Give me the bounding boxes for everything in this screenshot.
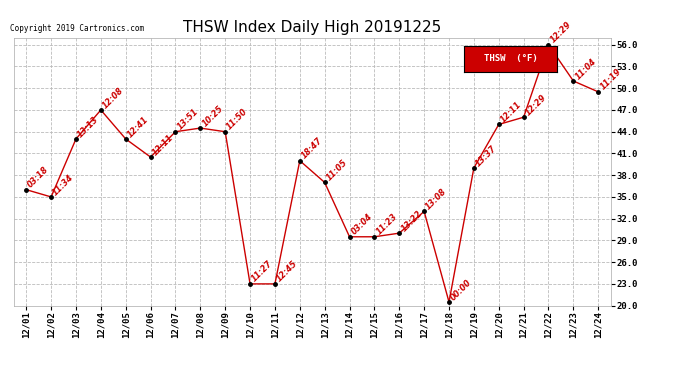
- Text: Copyright 2019 Cartronics.com: Copyright 2019 Cartronics.com: [10, 24, 144, 33]
- Text: 11:34: 11:34: [51, 172, 76, 197]
- Text: 12:11: 12:11: [150, 132, 175, 157]
- Title: THSW Index Daily High 20191225: THSW Index Daily High 20191225: [183, 20, 442, 35]
- Text: 12:29: 12:29: [549, 20, 573, 45]
- Text: 13:37: 13:37: [474, 143, 498, 168]
- Text: 10:25: 10:25: [200, 104, 225, 128]
- Text: 12:29: 12:29: [524, 93, 548, 117]
- Text: 12:08: 12:08: [101, 86, 126, 110]
- Text: 00:00: 00:00: [449, 278, 473, 302]
- Text: 13:22: 13:22: [400, 209, 424, 233]
- Text: 13:13: 13:13: [76, 114, 101, 139]
- Text: 11:23: 11:23: [375, 212, 399, 237]
- Text: 12:45: 12:45: [275, 260, 299, 284]
- Text: 11:19: 11:19: [598, 67, 623, 92]
- Text: 11:04: 11:04: [573, 56, 598, 81]
- Text: 12:41: 12:41: [126, 114, 150, 139]
- Text: 11:50: 11:50: [225, 107, 250, 132]
- Text: 03:04: 03:04: [350, 212, 374, 237]
- Text: 13:08: 13:08: [424, 187, 448, 211]
- Text: 18:47: 18:47: [299, 136, 324, 161]
- Text: 03:18: 03:18: [26, 165, 51, 190]
- Text: 11:05: 11:05: [325, 158, 349, 182]
- Text: 11:27: 11:27: [250, 260, 275, 284]
- Text: 13:51: 13:51: [175, 107, 200, 132]
- Text: 12:11: 12:11: [499, 100, 523, 124]
